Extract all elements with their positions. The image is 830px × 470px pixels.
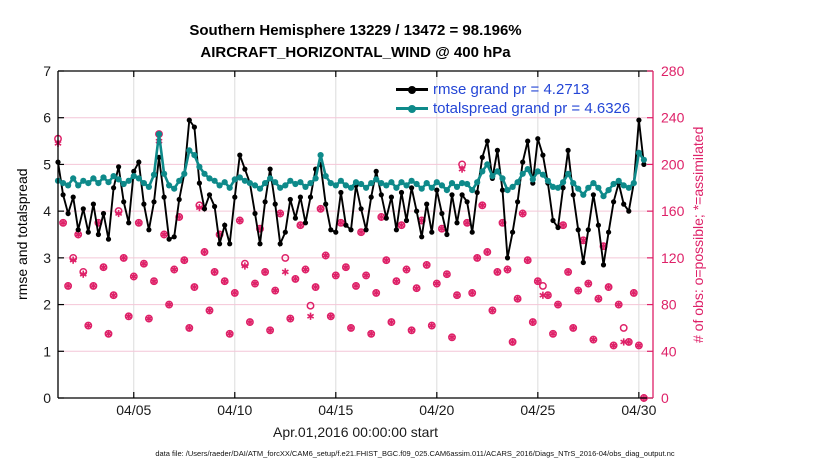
svg-text:40: 40 (661, 343, 677, 359)
svg-text:0: 0 (661, 390, 669, 406)
svg-text:80: 80 (661, 297, 677, 313)
svg-text:5: 5 (43, 156, 51, 172)
svg-text:04/25: 04/25 (520, 402, 555, 418)
data-file-caption: data file: /Users/raeder/DAI/ATM_forcXX/… (155, 449, 675, 458)
svg-text:04/15: 04/15 (318, 402, 353, 418)
svg-text:1: 1 (43, 343, 51, 359)
left-axis-label: rmse and totalspread (14, 168, 30, 301)
legend: rmse grand pr = 4.2713 totalspread grand… (396, 80, 630, 118)
svg-text:04/10: 04/10 (217, 402, 252, 418)
svg-text:160: 160 (661, 203, 685, 219)
rmse-dot-icon (408, 85, 416, 94)
series-totalspread (54, 131, 648, 200)
svg-text:04/05: 04/05 (116, 402, 151, 418)
svg-text:200: 200 (661, 156, 685, 172)
svg-text:7: 7 (43, 63, 51, 79)
series-rmse (55, 117, 647, 268)
svg-text:280: 280 (661, 63, 685, 79)
chart-title: Southern Hemisphere 13229 / 13472 = 98.1… (189, 22, 522, 39)
rmse-line-marker (396, 85, 428, 94)
legend-label-totalspread: totalspread grand pr = 4.6326 (433, 100, 631, 117)
svg-text:6: 6 (43, 110, 51, 126)
axes: 04/05 04/10 04/15 04/20 04/25 04/30 0 1 2 3 4 5 6 7 0 4… (43, 63, 684, 418)
chart-subtitle: AIRCRAFT_HORIZONTAL_WIND @ 400 hPa (200, 44, 511, 61)
totalspread-line-marker (396, 104, 428, 113)
series-obs_assimilated (54, 137, 648, 402)
svg-text:240: 240 (661, 110, 685, 126)
totalspread-dot-icon (408, 104, 416, 113)
legend-item-totalspread: totalspread grand pr = 4.6326 (396, 99, 630, 118)
svg-text:3: 3 (43, 250, 51, 266)
svg-text:4: 4 (43, 203, 51, 219)
legend-label-rmse: rmse grand pr = 4.2713 (433, 81, 590, 98)
right-axis-label: # of obs: o=possible; *=assimilated (690, 126, 706, 343)
legend-item-rmse: rmse grand pr = 4.2713 (396, 80, 630, 99)
svg-text:2: 2 (43, 297, 51, 313)
svg-text:04/20: 04/20 (419, 402, 454, 418)
svg-text:120: 120 (661, 250, 685, 266)
svg-text:04/30: 04/30 (621, 402, 656, 418)
gridlines (58, 71, 653, 398)
x-axis-label: Apr.01,2016 00:00:00 start (272, 424, 438, 440)
svg-text:0: 0 (43, 390, 51, 406)
